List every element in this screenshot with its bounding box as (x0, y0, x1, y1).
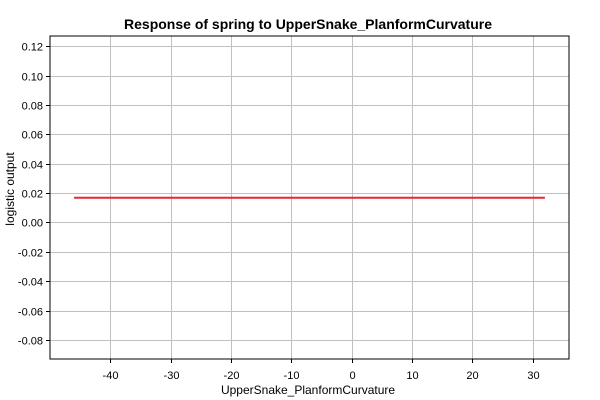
y-tick-label: 0.12 (22, 42, 43, 54)
y-tick-label: -0.04 (18, 277, 43, 289)
x-axis-label: UpperSnake_PlanformCurvature (221, 383, 395, 397)
grid-lines (50, 36, 569, 359)
x-tick-label: 30 (527, 370, 539, 382)
x-tick-label: 0 (349, 370, 355, 382)
chart-title: Response of spring to UpperSnake_Planfor… (124, 16, 492, 32)
y-tick-label: 0.04 (22, 160, 43, 172)
x-tick-label: -30 (164, 370, 180, 382)
y-tick-label: 0.10 (22, 72, 43, 84)
y-tick-label: -0.06 (18, 307, 43, 319)
y-tick-label: -0.02 (18, 248, 43, 260)
x-tick-label: -10 (284, 370, 300, 382)
y-tick-label: 0.08 (22, 101, 43, 113)
y-tick-label: 0.02 (22, 189, 43, 201)
y-ticks: -0.08 -0.06 -0.04 -0.02 0.00 0.02 0.04 0.06 0.08… (18, 42, 50, 348)
x-ticks: -40 -30 -20 -10 0 10 20 30 (103, 359, 540, 382)
y-tick-label: -0.08 (18, 336, 43, 348)
x-tick-label: -40 (103, 370, 119, 382)
y-tick-label: 0.06 (22, 130, 43, 142)
x-tick-label: 10 (406, 370, 418, 382)
y-axis-label: logistic output (3, 152, 17, 226)
x-tick-label: 20 (466, 370, 478, 382)
y-tick-label: 0.00 (22, 218, 43, 230)
plot-frame (49, 35, 570, 360)
x-tick-label: -20 (224, 370, 240, 382)
